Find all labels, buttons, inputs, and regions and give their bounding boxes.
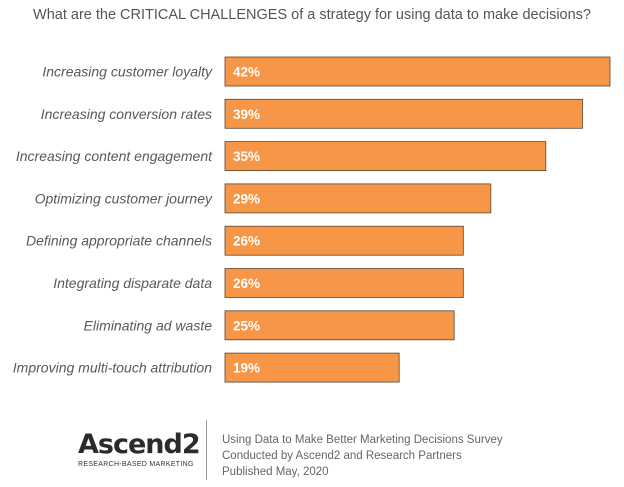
bar: [224, 225, 464, 256]
chart-title: What are the CRITICAL CHALLENGES of a st…: [33, 7, 591, 23]
value-label: 29%: [233, 191, 260, 206]
category-label: Improving multi-touch attribution: [13, 360, 212, 376]
category-label: Integrating disparate data: [53, 275, 212, 291]
footer-conducted-by: Conducted by Ascend2 and Research Partne…: [222, 450, 462, 462]
bar: [224, 268, 464, 298]
bar: [224, 56, 611, 87]
category-label: Optimizing customer journey: [35, 190, 213, 206]
bar: [224, 352, 400, 383]
bar: [224, 183, 492, 214]
bar-chart: Increasing customer loyalty 42% Increasing…: [13, 56, 611, 383]
logo-tagline: RESEARCH-BASED MARKETING: [78, 461, 194, 468]
value-label: 39%: [233, 107, 260, 122]
category-label: Eliminating ad waste: [84, 317, 213, 333]
category-label: Increasing content engagement: [16, 148, 213, 164]
category-label: Increasing customer loyalty: [42, 64, 213, 80]
value-label: 25%: [233, 318, 260, 333]
value-label: 42%: [233, 65, 260, 80]
value-label: 19%: [233, 361, 260, 376]
bar: [224, 98, 583, 129]
value-label: 26%: [233, 276, 260, 291]
bar: [224, 141, 547, 172]
footer-divider: [206, 420, 207, 480]
logo-wordmark: Ascend2: [78, 429, 201, 460]
value-label: 35%: [233, 149, 260, 164]
footer-survey-name: Using Data to Make Better Marketing Deci…: [222, 434, 503, 446]
value-label: 26%: [233, 234, 260, 249]
ascend2-logo: Ascend2 RESEARCH-BASED MARKETING: [78, 429, 201, 469]
footer-source: Using Data to Make Better Marketing Deci…: [222, 432, 503, 480]
bar: [224, 310, 455, 341]
category-label: Defining appropriate channels: [26, 233, 212, 249]
category-label: Increasing conversion rates: [41, 106, 212, 122]
footer-published-date: Published May, 2020: [222, 466, 329, 478]
